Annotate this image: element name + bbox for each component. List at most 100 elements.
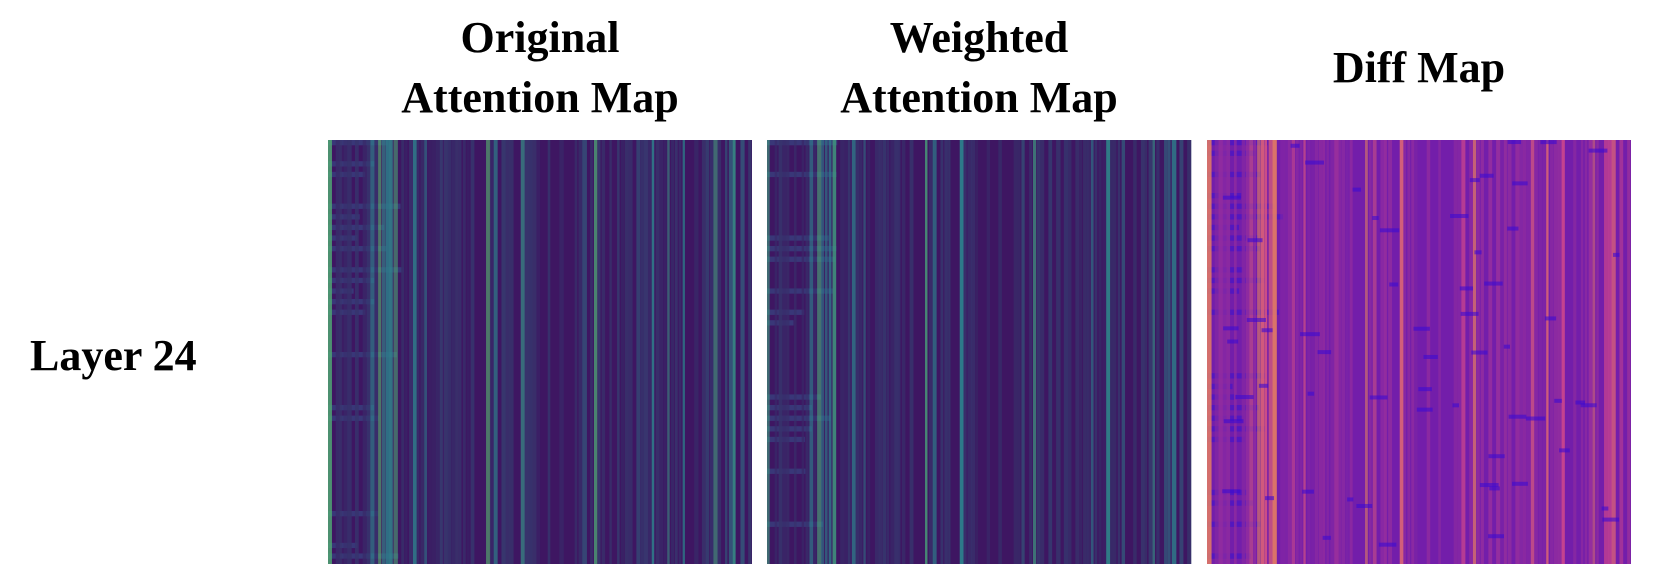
heatmap-column: [1291, 140, 1296, 564]
heatmap-column: [520, 140, 525, 564]
heatmap-column: [405, 140, 408, 564]
panel-title: Diff Map: [1333, 43, 1505, 92]
heatmap-column: [617, 140, 620, 564]
heatmap-cell: [1469, 178, 1480, 183]
heatmap-column: [374, 140, 379, 564]
heatmap-column: [1257, 140, 1261, 564]
heatmap-column: [1094, 140, 1098, 564]
heatmap-column: [647, 140, 653, 564]
heatmap-column: [505, 140, 510, 564]
heatmap: [328, 140, 752, 564]
heatmap-cell: [1258, 383, 1269, 388]
heatmap-column: [1207, 140, 1212, 564]
heatmap-column: [1546, 140, 1549, 564]
heatmap-column: [678, 140, 682, 564]
heatmap-column: [1148, 140, 1153, 564]
heatmap-cell: [1554, 398, 1562, 403]
heatmap-column: [1534, 140, 1538, 564]
heatmap-column: [1307, 140, 1311, 564]
heatmap-column: [335, 140, 341, 564]
heatmap-cell: [1418, 387, 1432, 392]
heatmap-cell: [1479, 173, 1494, 178]
heatmap-cell: [1580, 403, 1597, 408]
heatmap-column: [1341, 140, 1346, 564]
heatmap-column: [890, 140, 895, 564]
heatmap-cell: [1207, 214, 1284, 220]
heatmap-cell: [1575, 400, 1586, 405]
heatmap-cell: [1452, 403, 1459, 408]
heatmap-column: [1075, 140, 1080, 564]
panel-title: Weighted: [890, 13, 1068, 62]
heatmap-column: [1179, 140, 1184, 564]
heatmap-column: [1303, 140, 1306, 564]
heatmap-column: [1438, 140, 1441, 564]
heatmap-column: [455, 140, 459, 564]
heatmap-cell: [1612, 252, 1620, 257]
heatmap-column: [1407, 140, 1411, 564]
heatmap-column: [1040, 140, 1045, 564]
heatmap-column: [740, 140, 745, 564]
heatmap-cell: [767, 405, 813, 411]
heatmap-column: [651, 140, 655, 564]
heatmap-column: [1083, 140, 1088, 564]
heatmap-cell: [1247, 238, 1263, 243]
heatmap-cell: [1347, 497, 1354, 502]
heatmap-column: [528, 140, 533, 564]
heatmap-column: [1338, 140, 1342, 564]
heatmap-column: [713, 140, 719, 564]
heatmap-cell: [1207, 203, 1276, 209]
heatmap-column: [1029, 140, 1033, 564]
heatmap-column: [1110, 140, 1115, 564]
heatmap-column: [401, 140, 405, 564]
heatmap-column: [486, 140, 491, 564]
heatmap-column: [1619, 140, 1624, 564]
heatmap-column: [1121, 140, 1126, 564]
heatmap-column: [663, 140, 667, 564]
heatmap-column: [1280, 140, 1285, 564]
heatmap-cell: [1317, 350, 1332, 355]
heatmap-column: [867, 140, 871, 564]
heatmap-cell: [1290, 143, 1300, 148]
heatmap-cell: [1307, 391, 1315, 396]
heatmap-column: [901, 140, 906, 564]
heatmap-column: [1542, 140, 1546, 564]
heatmap-column: [593, 140, 598, 564]
heatmap-column: [948, 140, 951, 564]
heatmap-column: [1102, 140, 1107, 564]
heatmap-column: [859, 140, 863, 564]
heatmap-column: [451, 140, 456, 564]
heatmap-column: [674, 140, 678, 564]
heatmap-cell: [1356, 503, 1373, 508]
heatmap-column: [597, 140, 601, 564]
heatmap-column: [1561, 140, 1565, 564]
heatmap-column: [1048, 140, 1053, 564]
heatmap-cell: [1512, 481, 1528, 486]
heatmap-column: [986, 140, 991, 564]
heatmap-column: [536, 140, 541, 564]
heatmap-column: [1268, 140, 1273, 564]
heatmap-column: [381, 140, 386, 564]
heatmap-column: [1573, 140, 1577, 564]
heatmap-column: [824, 140, 828, 564]
heatmap-column: [636, 140, 641, 564]
heatmap-column: [1063, 140, 1069, 564]
heatmap-column: [489, 140, 495, 564]
heatmap-column: [717, 140, 722, 564]
heatmap-column: [1499, 140, 1504, 564]
heatmap-cell: [1235, 395, 1254, 400]
heatmap-cell: [1300, 332, 1320, 337]
heatmap-cell: [1489, 486, 1500, 491]
heatmap-column: [385, 140, 391, 564]
heatmap-column: [1596, 140, 1599, 564]
heatmap-column: [620, 140, 625, 564]
heatmap-cell: [1207, 171, 1261, 178]
heatmap-cell: [1423, 354, 1438, 359]
heatmap-cell: [1450, 214, 1469, 219]
heatmap-cell: [767, 415, 831, 421]
heatmap-column: [532, 140, 537, 564]
heatmap-cell: [1479, 483, 1499, 488]
heatmap-column: [412, 140, 417, 564]
heatmap-column: [1380, 140, 1385, 564]
heatmap-column: [855, 140, 860, 564]
heatmap-column: [1426, 140, 1431, 564]
